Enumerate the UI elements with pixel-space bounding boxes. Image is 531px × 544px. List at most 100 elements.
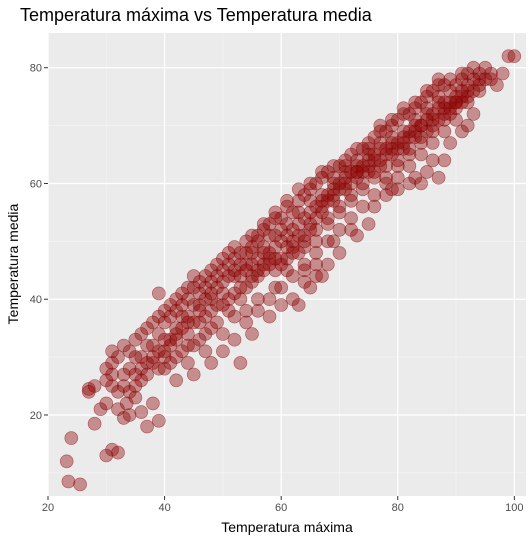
data-point <box>449 113 463 127</box>
data-point <box>262 217 277 231</box>
data-point <box>198 327 213 341</box>
data-point <box>262 251 277 266</box>
data-point <box>251 292 265 307</box>
data-point <box>396 136 411 150</box>
data-point <box>361 142 376 156</box>
data-point <box>443 72 458 87</box>
data-point <box>198 280 213 295</box>
data-point <box>390 159 405 173</box>
data-point <box>163 332 178 347</box>
data-point <box>344 176 358 191</box>
data-point <box>221 303 236 318</box>
data-point <box>169 332 183 347</box>
data-point <box>390 170 405 185</box>
data-point <box>472 66 487 81</box>
data-point <box>256 263 271 278</box>
data-point <box>408 113 423 127</box>
data-point <box>460 66 475 81</box>
data-point <box>431 101 446 115</box>
data-point <box>291 228 306 243</box>
data-point <box>221 257 236 272</box>
data-point <box>420 84 434 98</box>
data-point <box>309 211 323 225</box>
data-point <box>396 130 411 144</box>
data-point <box>425 118 440 133</box>
chart-title: Temperatura máxima vs Temperatura media <box>20 5 373 25</box>
data-point <box>239 234 253 249</box>
data-point <box>175 286 189 301</box>
data-point <box>186 338 201 353</box>
data-point <box>186 269 201 283</box>
data-point <box>402 147 417 162</box>
data-point <box>280 194 294 208</box>
data-point <box>256 240 271 254</box>
data-point <box>373 136 388 150</box>
data-point <box>373 159 388 173</box>
data-point <box>420 113 434 127</box>
data-point <box>268 251 283 266</box>
data-point <box>274 223 289 237</box>
data-point <box>373 124 388 139</box>
data-point <box>251 263 265 278</box>
data-point <box>280 217 294 231</box>
data-point <box>437 107 452 121</box>
data-point <box>239 257 253 272</box>
data-point <box>309 257 323 272</box>
data-point <box>268 211 283 225</box>
data-point <box>472 72 487 87</box>
y-tick-label: 20 <box>30 410 42 422</box>
data-point <box>111 445 125 460</box>
data-point <box>437 95 452 110</box>
data-point <box>431 95 446 110</box>
data-point <box>274 234 289 249</box>
data-point <box>227 251 242 266</box>
data-point <box>443 136 458 150</box>
data-point <box>478 60 493 75</box>
data-point <box>204 263 218 278</box>
data-point <box>274 211 289 225</box>
data-point <box>303 176 318 191</box>
data-point <box>355 142 370 156</box>
data-point <box>425 136 440 150</box>
data-point <box>455 66 469 81</box>
data-point <box>285 240 300 254</box>
data-point <box>408 101 423 115</box>
data-point <box>268 205 283 220</box>
data-point <box>192 332 207 347</box>
data-point <box>408 170 423 185</box>
data-point <box>414 136 428 150</box>
data-point <box>186 298 201 312</box>
data-point <box>390 113 405 127</box>
data-point <box>320 194 335 208</box>
data-point <box>192 298 207 312</box>
data-point <box>105 356 119 370</box>
data-point <box>157 332 172 347</box>
data-point <box>280 240 294 254</box>
data-point <box>326 176 341 191</box>
data-point <box>466 60 481 75</box>
data-point <box>216 298 230 312</box>
data-point <box>332 182 347 197</box>
data-point <box>239 280 253 295</box>
data-point <box>204 321 218 336</box>
data-point <box>111 384 125 399</box>
data-point <box>320 165 335 179</box>
data-point <box>338 153 353 168</box>
data-point <box>239 246 253 260</box>
data-point <box>437 101 452 115</box>
data-point <box>303 182 318 197</box>
data-point <box>186 367 201 382</box>
data-point <box>122 344 137 359</box>
data-point <box>169 292 183 307</box>
data-point <box>402 142 417 156</box>
data-point <box>361 165 376 179</box>
data-point <box>285 223 300 237</box>
data-point <box>163 338 178 353</box>
data-point <box>443 101 458 115</box>
data-point <box>320 188 335 202</box>
data-point <box>484 72 498 87</box>
data-point <box>350 153 364 168</box>
data-point <box>315 170 329 185</box>
data-point <box>192 303 207 318</box>
data-point <box>128 367 143 382</box>
